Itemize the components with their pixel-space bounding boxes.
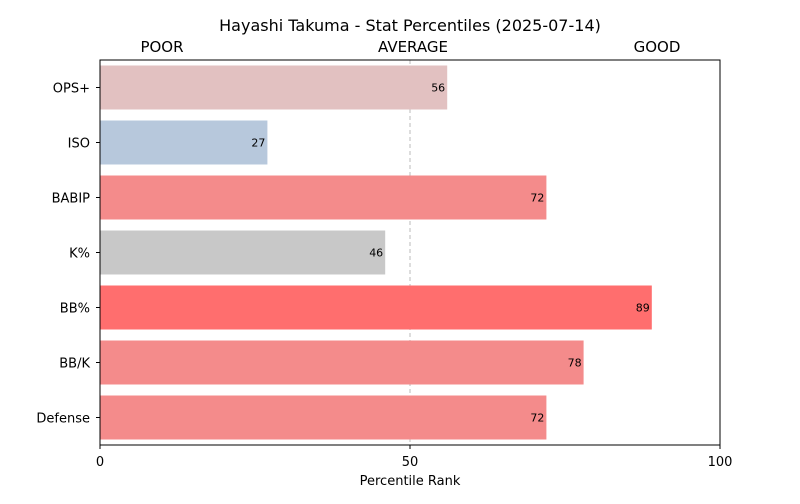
axes: OPS+ ISO BABIP K% BB% BB/K Defense 0 50 100 [36,82,732,471]
data-label: 78 [568,357,582,370]
y-tick-label: BABIP [52,192,91,207]
y-tick-label: K% [69,247,90,262]
data-label: 46 [369,247,383,260]
plot-area: 56 27 72 46 89 78 72 [100,60,652,445]
data-label: 72 [530,192,544,205]
x-tick-label: 0 [96,455,104,470]
y-tick-label: BB/K [59,357,90,372]
chart-title: Hayashi Takuma - Stat Percentiles (2025-… [219,16,601,35]
y-tick-label: OPS+ [53,82,90,97]
data-label: 72 [530,412,544,425]
bar-defense [100,395,547,440]
bar-k [100,230,386,275]
bar-bb [100,285,652,330]
x-tick-label: 50 [402,455,419,470]
data-label: 27 [251,137,265,150]
bar-bb-k [100,340,584,385]
x-tick-label: 100 [708,455,733,470]
bar-ops [100,65,448,110]
y-tick-label: Defense [36,412,90,427]
zone-label-poor: POOR [140,38,183,56]
bar-babip [100,175,547,220]
data-label: 89 [636,302,650,315]
data-label: 56 [431,82,445,95]
zone-label-good: GOOD [634,38,681,56]
zone-label-average: AVERAGE [378,38,448,56]
y-tick-label: BB% [60,302,90,317]
bar-iso [100,120,268,165]
x-axis-label: Percentile Rank [360,474,461,489]
y-tick-label: ISO [68,137,90,152]
